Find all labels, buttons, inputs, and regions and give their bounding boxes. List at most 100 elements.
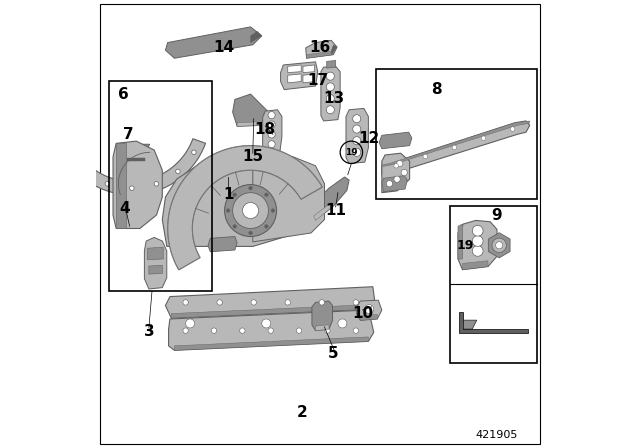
Polygon shape [459, 313, 529, 332]
Polygon shape [262, 110, 282, 155]
Polygon shape [208, 237, 237, 252]
Polygon shape [463, 261, 488, 270]
Circle shape [285, 300, 291, 305]
Polygon shape [312, 301, 333, 331]
Polygon shape [116, 143, 127, 228]
Circle shape [326, 95, 334, 103]
Circle shape [191, 150, 196, 155]
Text: 3: 3 [143, 324, 154, 339]
Circle shape [353, 125, 361, 133]
Circle shape [423, 154, 428, 159]
Polygon shape [168, 310, 374, 350]
Circle shape [394, 164, 398, 168]
Polygon shape [233, 94, 269, 126]
Circle shape [353, 300, 358, 305]
Circle shape [472, 246, 483, 256]
Polygon shape [253, 152, 324, 242]
Polygon shape [488, 233, 510, 258]
Circle shape [183, 328, 188, 333]
Circle shape [353, 148, 361, 156]
Circle shape [264, 193, 268, 197]
Circle shape [271, 209, 275, 212]
Circle shape [472, 236, 483, 246]
Polygon shape [172, 305, 369, 318]
Text: 7: 7 [123, 127, 134, 142]
Text: 1: 1 [223, 187, 234, 202]
Circle shape [472, 225, 483, 236]
Circle shape [243, 202, 259, 219]
Polygon shape [382, 153, 410, 193]
Text: 19: 19 [456, 239, 474, 252]
Polygon shape [251, 31, 262, 43]
Polygon shape [382, 121, 530, 167]
Polygon shape [463, 320, 477, 329]
Circle shape [353, 328, 358, 333]
Circle shape [397, 160, 403, 167]
Text: 8: 8 [431, 82, 442, 97]
Text: 16: 16 [309, 39, 331, 55]
Circle shape [481, 136, 486, 141]
Polygon shape [163, 152, 309, 246]
Text: 12: 12 [358, 131, 380, 146]
Polygon shape [311, 177, 349, 220]
Circle shape [233, 193, 237, 197]
Polygon shape [280, 62, 317, 90]
Polygon shape [379, 132, 412, 149]
Circle shape [387, 181, 392, 187]
Circle shape [338, 319, 347, 328]
Circle shape [239, 328, 245, 333]
Polygon shape [125, 144, 150, 161]
Circle shape [105, 181, 109, 186]
Circle shape [183, 300, 188, 305]
Polygon shape [148, 247, 163, 260]
Polygon shape [237, 122, 260, 126]
Text: 5: 5 [328, 346, 339, 362]
Circle shape [268, 328, 273, 333]
Text: 14: 14 [213, 39, 234, 55]
Polygon shape [165, 287, 374, 318]
Circle shape [251, 300, 257, 305]
Text: 421905: 421905 [476, 431, 518, 440]
Text: 19: 19 [345, 148, 358, 157]
Circle shape [268, 131, 275, 138]
Circle shape [233, 224, 237, 228]
Polygon shape [382, 121, 530, 175]
Circle shape [217, 300, 222, 305]
Polygon shape [127, 158, 145, 161]
Circle shape [452, 145, 457, 150]
Circle shape [324, 328, 330, 333]
Circle shape [365, 305, 374, 314]
Circle shape [186, 319, 195, 328]
Text: 15: 15 [242, 149, 264, 164]
Text: 9: 9 [492, 207, 502, 223]
Circle shape [211, 328, 217, 333]
Circle shape [492, 238, 506, 253]
Circle shape [264, 224, 268, 228]
Circle shape [401, 169, 408, 176]
Circle shape [262, 319, 271, 328]
Circle shape [353, 137, 361, 145]
Circle shape [249, 186, 252, 190]
Circle shape [268, 121, 275, 128]
Circle shape [495, 242, 503, 249]
Polygon shape [288, 65, 301, 73]
Text: 17: 17 [307, 73, 328, 88]
Polygon shape [314, 202, 333, 220]
Text: 6: 6 [118, 86, 128, 102]
Circle shape [233, 193, 269, 228]
Polygon shape [321, 66, 340, 121]
Polygon shape [458, 224, 463, 259]
Polygon shape [174, 337, 369, 350]
Polygon shape [458, 220, 497, 270]
Polygon shape [306, 40, 337, 58]
Circle shape [394, 176, 400, 182]
Text: 4: 4 [120, 201, 131, 216]
Polygon shape [145, 237, 167, 289]
Circle shape [268, 141, 275, 148]
Circle shape [227, 209, 230, 212]
Text: 11: 11 [325, 203, 346, 218]
Polygon shape [168, 146, 323, 270]
Circle shape [175, 169, 180, 174]
Polygon shape [288, 74, 301, 83]
Text: 18: 18 [255, 122, 276, 138]
